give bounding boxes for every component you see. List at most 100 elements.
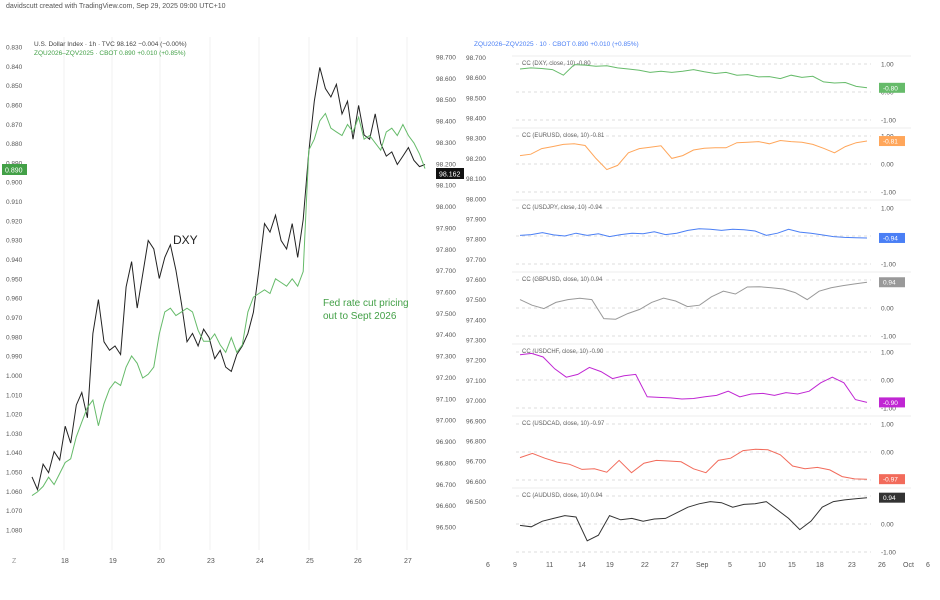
left-tick-label: 1.060 bbox=[6, 489, 23, 496]
cc-dxy-close-10-last-value: -0.80 bbox=[883, 85, 898, 92]
price-axis-tick: 97.900 bbox=[466, 216, 486, 223]
cc-usdchf-close-10-legend: CC (USDCHF, close, 10) -0.90 bbox=[522, 349, 604, 355]
left-tick-label: 0.970 bbox=[6, 315, 23, 322]
left-tick-label: 0.910 bbox=[6, 199, 23, 206]
price-axis-tick: 98.400 bbox=[466, 116, 486, 123]
left-tick-label: 0.890 bbox=[6, 160, 23, 167]
dxy-tick-label: 97.000 bbox=[436, 418, 456, 425]
right-x-tick-label: 15 bbox=[788, 562, 796, 569]
left-x-tick-label: 25 bbox=[306, 558, 314, 565]
left-tick-label: 1.050 bbox=[6, 470, 23, 477]
right-price-axis: 98.700 98.600 98.500 98.400 98.300 98.200 98.1… bbox=[466, 55, 486, 506]
left-tick-label: 1.080 bbox=[6, 528, 23, 535]
price-axis-tick: 98.000 bbox=[466, 196, 486, 203]
cc-usdchf-close-10-last-value: -0.90 bbox=[883, 400, 898, 407]
right-x-tick-label: 11 bbox=[546, 562, 553, 569]
dxy-vs-fed-funds-chart[interactable]: U.S. Dollar Index · 1h · TVC 98.162 −0.0… bbox=[0, 0, 470, 580]
price-axis-tick: 97.600 bbox=[466, 277, 486, 284]
panel-axis-label: -1.00 bbox=[881, 550, 896, 557]
dxy-tick-label: 97.800 bbox=[436, 247, 456, 254]
cc-usdchf-close-10-panel: 1.00 0.00 -1.00 CC (USDCHF, close, 10) -0.9… bbox=[512, 343, 911, 413]
cc-usdchf-close-10-line bbox=[519, 352, 868, 403]
left-plot-area bbox=[28, 37, 430, 550]
left-x-tick-label: 26 bbox=[354, 558, 362, 565]
dxy-tick-label: 96.700 bbox=[436, 482, 456, 489]
cc-dxy-close-10-line bbox=[519, 64, 868, 89]
cc-dxy-close-10-last-badge bbox=[879, 82, 905, 93]
left-x-tick-label: 27 bbox=[404, 558, 412, 565]
dxy-tick-label: 97.200 bbox=[436, 375, 456, 382]
cc-audusd-close-10-last-badge bbox=[879, 492, 905, 503]
price-axis-tick: 96.900 bbox=[466, 418, 486, 425]
cc-usdjpy-close-10-legend: CC (USDJPY, close, 10) -0.94 bbox=[522, 205, 603, 211]
price-axis-tick: 98.500 bbox=[466, 95, 486, 102]
dxy-legend: U.S. Dollar Index · 1h · TVC 98.162 −0.0… bbox=[34, 41, 187, 48]
cc-gbpusd-close-10-last-value: 0.94 bbox=[883, 280, 896, 287]
cc-eurusd-close-10-last-value: -0.81 bbox=[883, 139, 898, 146]
panel-axis-label: 0.00 bbox=[881, 306, 894, 313]
price-axis-tick: 97.000 bbox=[466, 398, 486, 405]
dxy-y-axis: 98.700 98.600 98.500 98.400 98.300 98.200 98.1… bbox=[436, 55, 456, 532]
left-series-group bbox=[31, 67, 426, 497]
panel-axis-label: 0.00 bbox=[881, 90, 894, 97]
price-axis-tick: 97.800 bbox=[466, 237, 486, 244]
dxy-tick-label: 96.800 bbox=[436, 460, 456, 467]
cc-usdjpy-close-10-last-value: -0.94 bbox=[883, 235, 898, 242]
dxy-tick-label: 97.600 bbox=[436, 290, 456, 297]
left-tick-label: 1.010 bbox=[6, 392, 23, 399]
price-axis-tick: 96.700 bbox=[466, 459, 486, 466]
cc-usdcad-close-10-line bbox=[519, 448, 868, 480]
dxy-tick-label: 98.600 bbox=[436, 76, 456, 83]
dxy-tick-label: 98.300 bbox=[436, 140, 456, 147]
right-x-tick-label: Oct bbox=[903, 562, 914, 569]
cc-usdcad-close-10-last-badge bbox=[879, 474, 905, 485]
dxy-tick-label: 98.000 bbox=[436, 204, 456, 211]
left-tick-label: 0.880 bbox=[6, 141, 23, 148]
right-x-tick-label: 14 bbox=[578, 562, 586, 569]
dxy-tick-label: 98.100 bbox=[436, 183, 456, 190]
price-axis-tick: 97.300 bbox=[466, 338, 486, 345]
left-x-axis: 18 19 20 23 24 25 26 27 bbox=[61, 558, 412, 565]
dxy-tick-label: 97.300 bbox=[436, 354, 456, 361]
panel-axis-label: -1.00 bbox=[881, 262, 896, 269]
right-x-axis: 6 9 11 14 19 22 27 Sep 5 10 15 18 23 26 Oct 6 bbox=[486, 562, 930, 569]
right-x-tick-label: 10 bbox=[758, 562, 766, 569]
left-tick-label: 0.840 bbox=[6, 64, 23, 71]
cc-eurusd-close-10-line bbox=[519, 139, 868, 171]
right-x-tick-label: 27 bbox=[671, 562, 679, 569]
dxy-tick-label: 97.100 bbox=[436, 396, 456, 403]
left-tick-label: 0.850 bbox=[6, 83, 23, 90]
cc-gbpusd-close-10-last-badge bbox=[879, 277, 905, 288]
left-y-axis: 0.830 0.840 0.850 0.860 0.870 0.880 0.890 0.900… bbox=[6, 45, 23, 535]
dxy-tick-label: 98.700 bbox=[436, 55, 456, 62]
price-axis-tick: 97.700 bbox=[466, 257, 486, 264]
left-tick-label: 1.030 bbox=[6, 431, 23, 438]
panel-axis-label: 1.00 bbox=[881, 422, 894, 429]
left-tick-label: 0.920 bbox=[6, 218, 23, 225]
right-chart-legend: ZQU2026–ZQV2025 · 10 · CBOT 0.890 +0.010… bbox=[474, 41, 639, 48]
correlation-panels-chart[interactable]: ZQU2026–ZQV2025 · 10 · CBOT 0.890 +0.010… bbox=[466, 34, 934, 574]
dxy-tick-label: 97.700 bbox=[436, 268, 456, 275]
panel-axis-label: -1.00 bbox=[881, 406, 896, 413]
left-tick-label: 1.000 bbox=[6, 373, 23, 380]
correlation-panels: 1.00 0.00 -1.00 CC (DXY, close, 10) -0.80 -0… bbox=[512, 55, 911, 557]
price-axis-tick: 97.200 bbox=[466, 358, 486, 365]
price-axis-tick: 98.200 bbox=[466, 156, 486, 163]
left-tick-label: 0.940 bbox=[6, 257, 23, 264]
right-x-tick-label: 19 bbox=[606, 562, 614, 569]
cc-eurusd-close-10-last-badge bbox=[879, 136, 905, 147]
left-tick-label: 0.990 bbox=[6, 354, 23, 361]
cc-gbpusd-close-10-line bbox=[519, 281, 868, 320]
cc-audusd-close-10-line bbox=[519, 497, 868, 542]
panel-axis-label: 0.00 bbox=[881, 378, 894, 385]
chart-credit: davidscutt created with TradingView.com,… bbox=[6, 3, 226, 10]
zq-legend: ZQU2026–ZQV2025 · CBOT 0.890 +0.010 (+0.… bbox=[34, 50, 186, 57]
u-s-dollar-index-line bbox=[31, 67, 426, 492]
left-tick-label: 0.830 bbox=[6, 45, 23, 52]
right-x-tick-label: 26 bbox=[878, 562, 886, 569]
right-x-tick-label: 6 bbox=[486, 562, 490, 569]
dxy-price-label: 98.162 bbox=[439, 172, 461, 179]
